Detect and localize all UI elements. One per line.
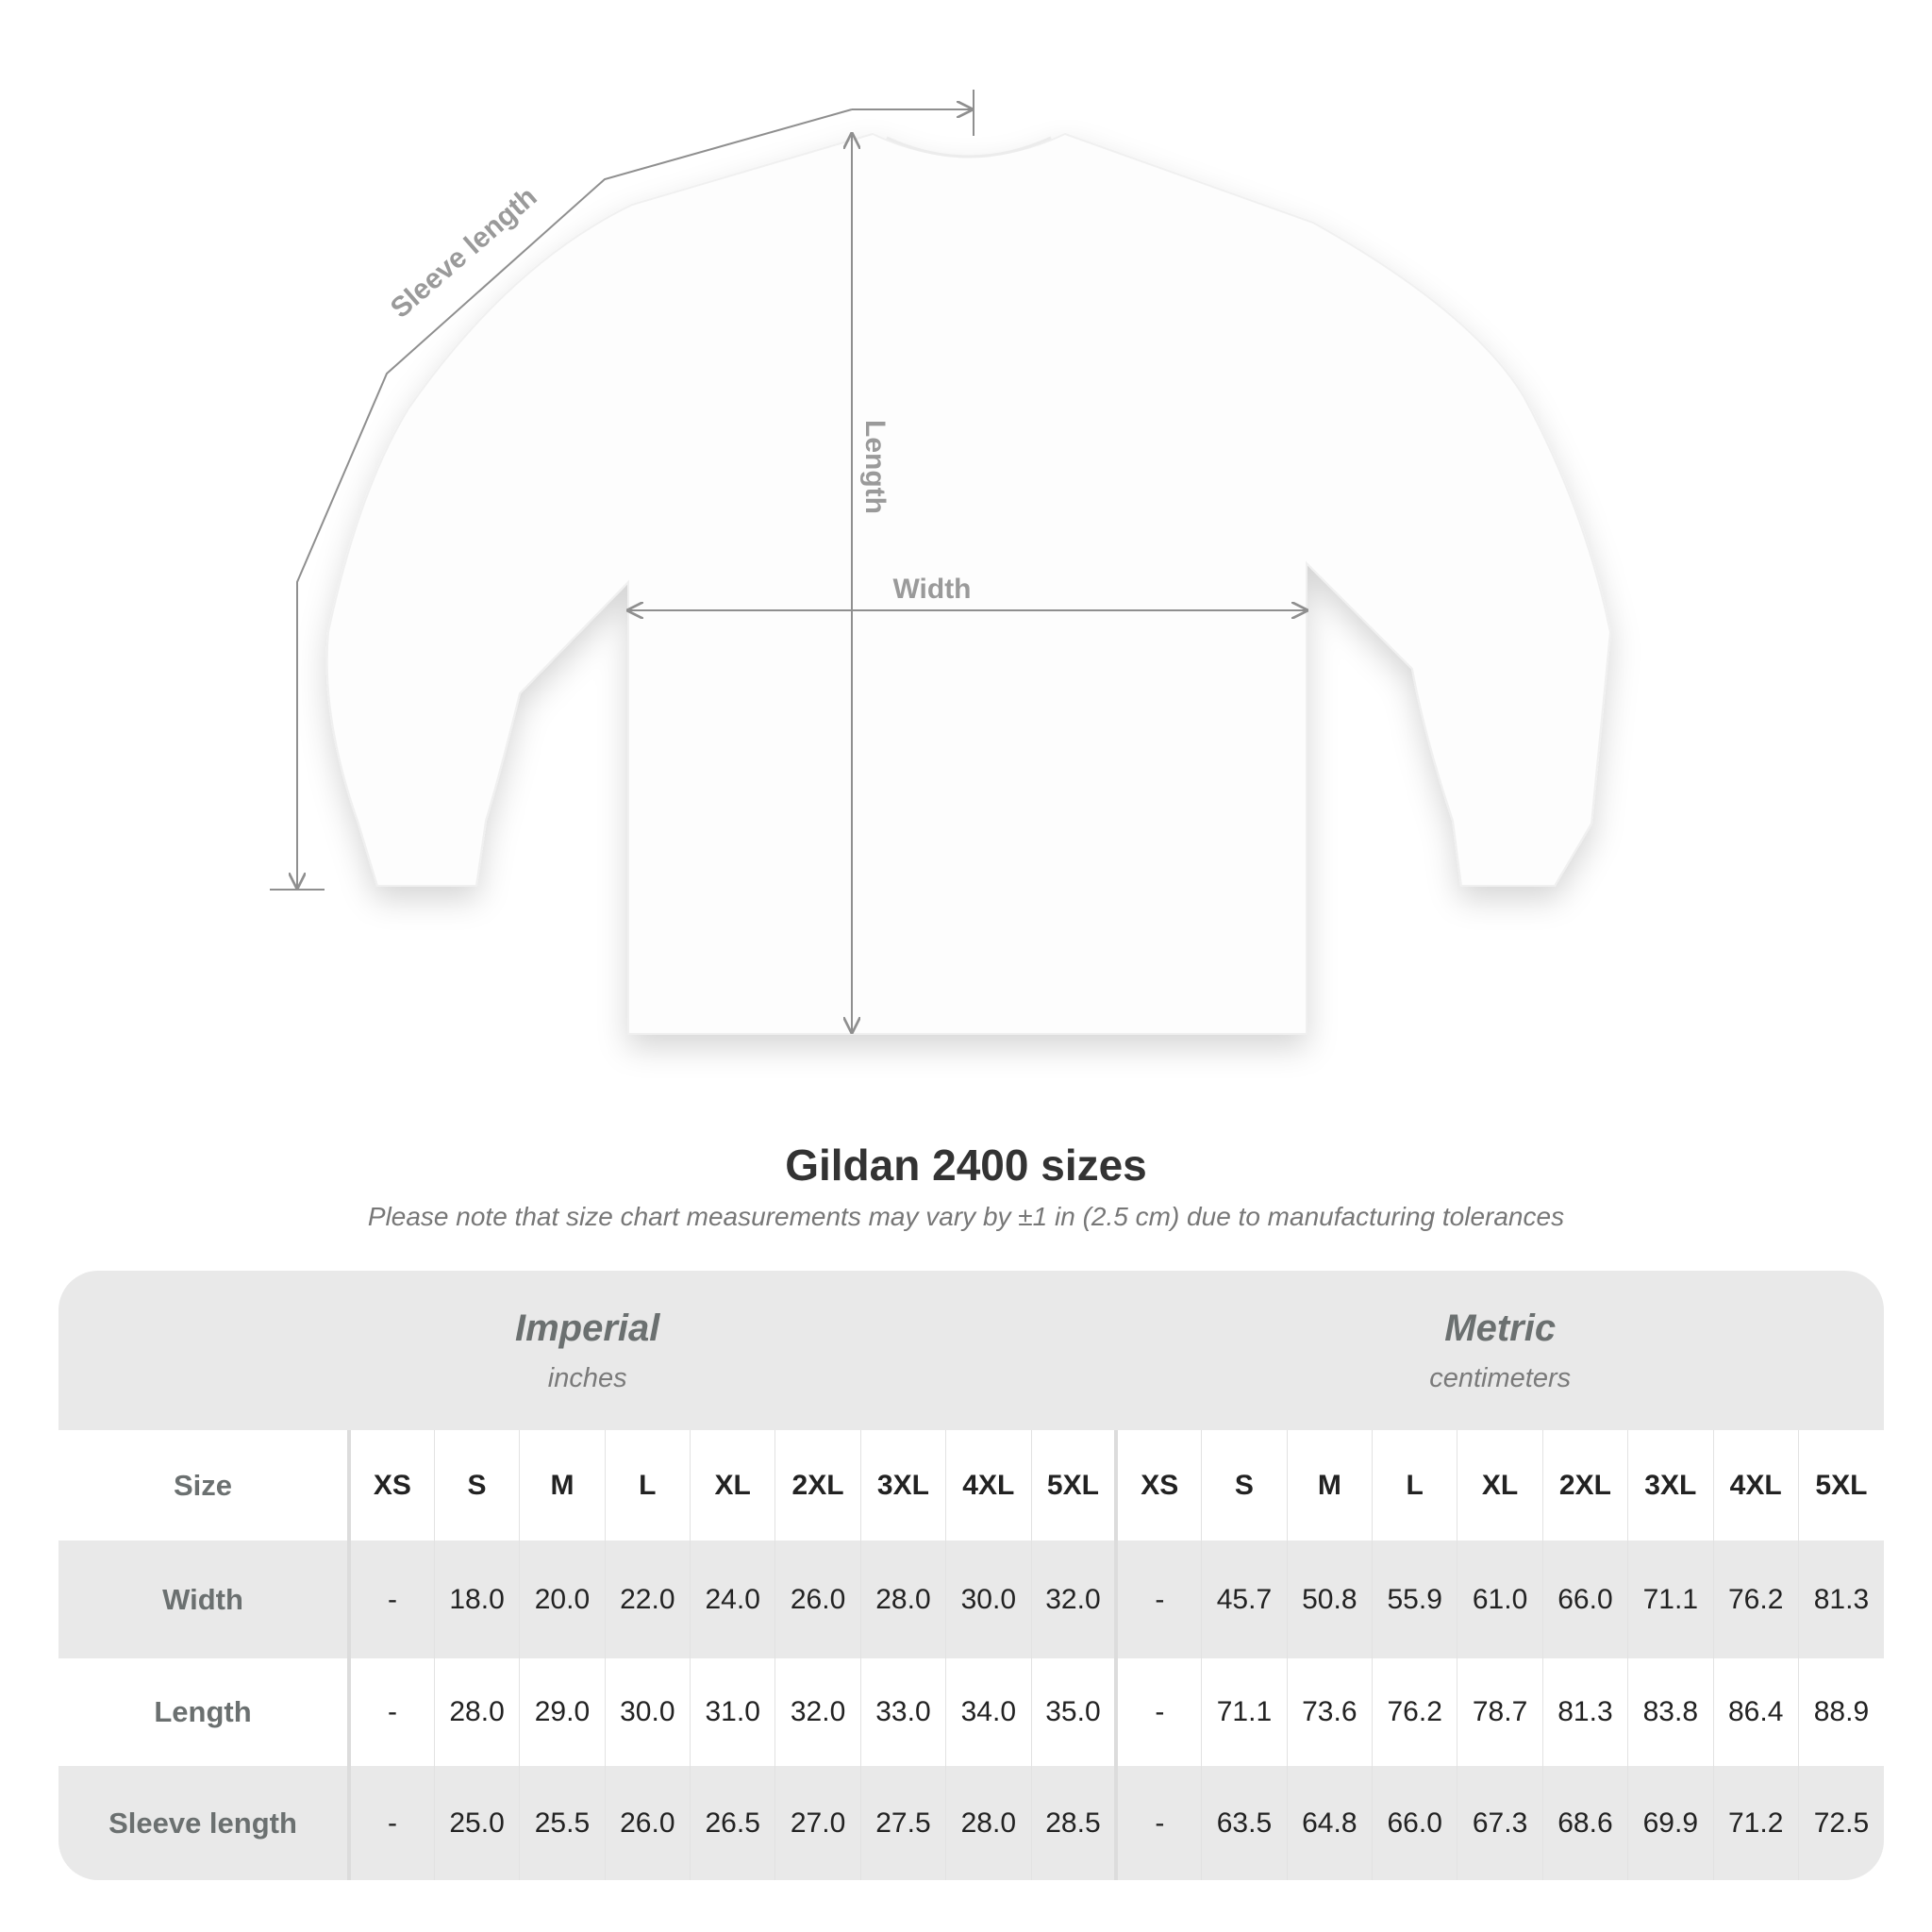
metric-value-cell: 72.5 <box>1797 1766 1884 1880</box>
imperial-value-cell: 22.0 <box>604 1541 691 1658</box>
imperial-value-cell: 28.0 <box>945 1766 1031 1880</box>
imperial-value-cell: 29.0 <box>519 1658 606 1766</box>
size-header-cell: 3XL <box>1627 1430 1713 1541</box>
metric-value-cell: 76.2 <box>1712 1541 1799 1658</box>
unit-system-imperial: Imperial inches <box>58 1271 1117 1430</box>
imperial-value-cell: 28.5 <box>1030 1766 1117 1880</box>
size-header-cell: 4XL <box>1712 1430 1799 1541</box>
size-header-cell: XL <box>1457 1430 1543 1541</box>
metric-value-cell: 50.8 <box>1286 1541 1373 1658</box>
metric-value-cell: 81.3 <box>1541 1658 1628 1766</box>
imperial-value-cell: - <box>346 1766 435 1880</box>
table-row: Length -28.0 29.0 30.0 31.0 32.0 33.0 34.0 35.0-… <box>58 1658 1884 1766</box>
imperial-value-cell: 35.0 <box>1030 1658 1117 1766</box>
page-title: Gildan 2400 sizes <box>785 1141 1147 1190</box>
size-header-row: Size XS S M L XL 2XL 3XL 4XL 5XL XS S M L XL 2XL 3XL 4XL 5… <box>58 1430 1884 1541</box>
imperial-value-cell: 28.0 <box>859 1541 946 1658</box>
row-label: Length <box>58 1658 349 1766</box>
size-header-cell: 3XL <box>859 1430 946 1541</box>
width-label: Width <box>892 574 971 605</box>
size-header-label: Size <box>173 1468 233 1502</box>
metric-value-cell: 71.1 <box>1627 1541 1713 1658</box>
size-header-cell: XL <box>689 1430 775 1541</box>
metric-value-cell: 63.5 <box>1201 1766 1288 1880</box>
imperial-value-cell: 18.0 <box>433 1541 520 1658</box>
metric-value-cell: 66.0 <box>1541 1541 1628 1658</box>
metric-value-cell: - <box>1114 1766 1202 1880</box>
size-header-cell: S <box>1201 1430 1288 1541</box>
size-header-cell: 5XL <box>1030 1430 1117 1541</box>
metric-value-cell: 73.6 <box>1286 1658 1373 1766</box>
metric-value-cell: 64.8 <box>1286 1766 1373 1880</box>
imperial-value-cell: 32.0 <box>1030 1541 1117 1658</box>
metric-value-cell: 88.9 <box>1797 1658 1884 1766</box>
size-header-cell: XS <box>346 1430 435 1541</box>
imperial-value-cell: 30.0 <box>945 1541 1031 1658</box>
metric-value-cell: 71.2 <box>1712 1766 1799 1880</box>
imperial-value-cell: 25.0 <box>433 1766 520 1880</box>
imperial-value-cell: 25.5 <box>519 1766 606 1880</box>
imperial-value-cell: 20.0 <box>519 1541 606 1658</box>
imperial-value-cell: 24.0 <box>689 1541 775 1658</box>
imperial-value-cell: 27.5 <box>859 1766 946 1880</box>
size-header-cell: M <box>1286 1430 1373 1541</box>
metric-value-cell: 71.1 <box>1201 1658 1288 1766</box>
row-label: Width <box>58 1541 349 1658</box>
unit-system-unit: inches <box>547 1362 627 1393</box>
metric-value-cell: 76.2 <box>1371 1658 1457 1766</box>
imperial-value-cell: 32.0 <box>774 1658 861 1766</box>
imperial-value-cell: 33.0 <box>859 1658 946 1766</box>
size-header-cell: 4XL <box>945 1430 1031 1541</box>
metric-value-cell: - <box>1114 1541 1202 1658</box>
metric-value-cell: 78.7 <box>1457 1658 1543 1766</box>
shirt-measurement-diagram: Sleeve length Length Width <box>270 90 1612 1035</box>
imperial-value-cell: 26.5 <box>689 1766 775 1880</box>
length-label: Length <box>859 420 891 514</box>
imperial-value-cell: 28.0 <box>433 1658 520 1766</box>
metric-value-cell: 81.3 <box>1797 1541 1884 1658</box>
metric-value-cell: 69.9 <box>1627 1766 1713 1880</box>
metric-value-cell: 61.0 <box>1457 1541 1543 1658</box>
metric-value-cell: 86.4 <box>1712 1658 1799 1766</box>
imperial-value-cell: 34.0 <box>945 1658 1031 1766</box>
size-header-cell: 5XL <box>1797 1430 1884 1541</box>
metric-value-cell: 55.9 <box>1371 1541 1457 1658</box>
size-header-cell: S <box>433 1430 520 1541</box>
metric-value-cell: 67.3 <box>1457 1766 1543 1880</box>
size-header-cell: XS <box>1114 1430 1202 1541</box>
unit-system-name: Metric <box>1444 1307 1557 1349</box>
row-label: Sleeve length <box>58 1766 349 1880</box>
size-header-cell: M <box>519 1430 606 1541</box>
size-chart-table: Imperial inches Metric centimeters Size XS S M L… <box>58 1271 1884 1880</box>
unit-system-header: Imperial inches Metric centimeters <box>58 1271 1884 1430</box>
size-header-cell: L <box>604 1430 691 1541</box>
metric-value-cell: 66.0 <box>1371 1766 1457 1880</box>
table-row: Sleeve length -25.0 25.5 26.0 26.5 27.0 27.5 28… <box>58 1766 1884 1880</box>
unit-system-unit: centimeters <box>1429 1362 1572 1393</box>
metric-value-cell: 83.8 <box>1627 1658 1713 1766</box>
metric-value-cell: - <box>1114 1658 1202 1766</box>
long-sleeve-shirt <box>325 132 1612 1035</box>
imperial-value-cell: 27.0 <box>774 1766 861 1880</box>
unit-system-name: Imperial <box>514 1307 660 1349</box>
size-header-cell: 2XL <box>1541 1430 1628 1541</box>
metric-value-cell: 68.6 <box>1541 1766 1628 1880</box>
sleeve-length-dimension <box>270 90 974 891</box>
size-header-cell: 2XL <box>774 1430 861 1541</box>
imperial-value-cell: 26.0 <box>604 1766 691 1880</box>
imperial-value-cell: 31.0 <box>689 1658 775 1766</box>
table-row: Width -18.0 20.0 22.0 24.0 26.0 28.0 30.0 32.0-4… <box>58 1541 1884 1658</box>
imperial-value-cell: - <box>346 1541 435 1658</box>
imperial-value-cell: 30.0 <box>604 1658 691 1766</box>
tolerance-note: Please note that size chart measurements… <box>367 1202 1565 1231</box>
unit-system-metric: Metric centimeters <box>1116 1271 1884 1430</box>
size-header-cell: L <box>1371 1430 1457 1541</box>
imperial-value-cell: 26.0 <box>774 1541 861 1658</box>
imperial-value-cell: - <box>346 1658 435 1766</box>
metric-value-cell: 45.7 <box>1201 1541 1288 1658</box>
